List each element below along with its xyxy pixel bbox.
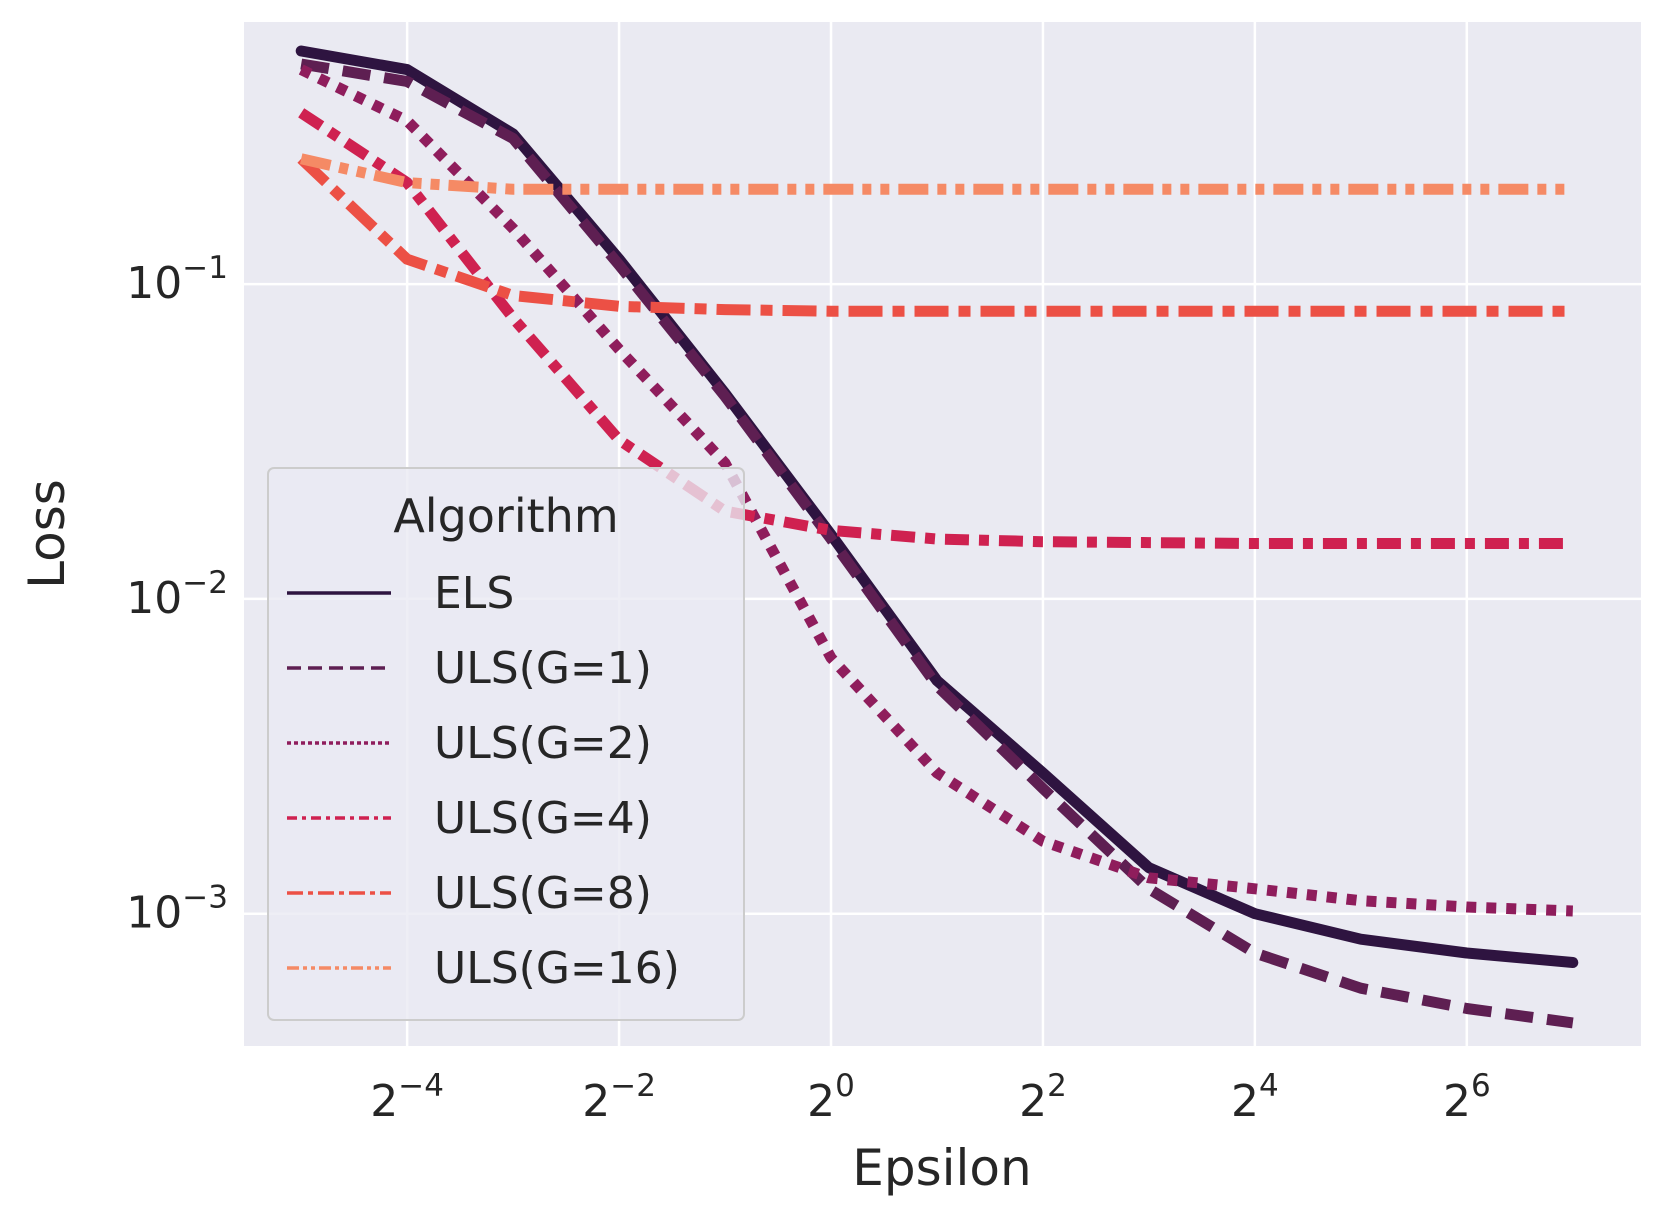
x-tick-label: 2−4 [370, 1068, 444, 1127]
legend-label-0: ELS [434, 568, 514, 619]
x-tick-labels: 2−4 2−2 20 22 24 26 [370, 1068, 1490, 1127]
legend-frame [267, 467, 745, 1021]
series-line-1 [300, 58, 1574, 1029]
legend-label-5: ULS(G=16) [434, 943, 680, 994]
legend: Algorithm ELS ULS(G=1) ULS(G=2) ULS(G=4) ULS… [267, 467, 745, 1021]
x-tick-label: 26 [1443, 1068, 1491, 1127]
legend-label-4: ULS(G=8) [434, 868, 652, 919]
y-tick-label: 10−3 [126, 880, 228, 939]
x-tick-label: 2−2 [582, 1068, 656, 1127]
legend-title: Algorithm [393, 489, 618, 543]
x-tick-label: 24 [1231, 1068, 1279, 1127]
series-line-4 [297, 154, 1573, 317]
x-tick-label: 20 [807, 1068, 855, 1127]
series-line-3 [298, 108, 1573, 549]
y-axis-title: Loss [18, 479, 76, 589]
series-lines [295, 45, 1579, 1029]
x-axis-title: Epsilon [852, 1139, 1031, 1197]
legend-label-3: ULS(G=4) [434, 793, 652, 844]
x-tick-label: 22 [1019, 1068, 1067, 1127]
series-line-2 [298, 64, 1574, 917]
legend-label-1: ULS(G=1) [434, 643, 652, 694]
y-tick-label: 10−1 [126, 250, 228, 309]
y-tick-labels: 10−1 10−2 10−3 [126, 250, 228, 939]
legend-label-2: ULS(G=2) [434, 718, 652, 769]
series-line-5 [299, 153, 1573, 195]
y-tick-label: 10−2 [126, 565, 228, 624]
